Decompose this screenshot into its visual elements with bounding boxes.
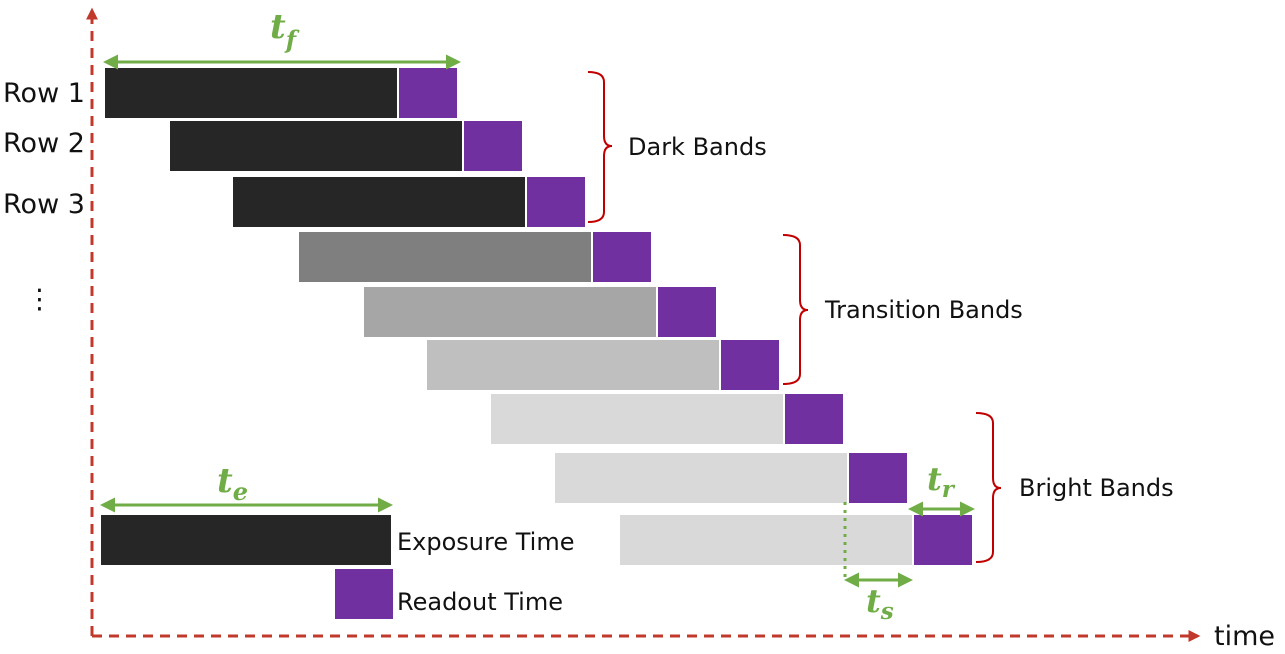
readout-block-row-6 bbox=[721, 340, 779, 390]
exposure-bar-row-2 bbox=[170, 121, 462, 171]
readout-block-row-7 bbox=[785, 394, 843, 444]
readout-block-row-3 bbox=[527, 177, 585, 227]
legend-exposure-label: Exposure Time bbox=[397, 528, 574, 556]
exposure-bar-row-1 bbox=[105, 68, 397, 118]
exposure-bar-row-3 bbox=[233, 177, 525, 227]
row-label-2: Row 2 bbox=[3, 128, 85, 159]
dark-bands-bracket bbox=[587, 71, 613, 223]
legend-readout-label: Readout Time bbox=[397, 588, 563, 616]
readout-block-row-8 bbox=[849, 453, 907, 503]
bright-bands-bracket bbox=[975, 412, 1002, 563]
transition-bands-label: Transition Bands bbox=[824, 296, 1023, 324]
dark-bands-label: Dark Bands bbox=[628, 133, 767, 161]
row-bars bbox=[105, 68, 972, 565]
x-axis-label: time bbox=[1214, 621, 1275, 652]
row-label-3: Row 3 bbox=[3, 189, 85, 220]
readout-block-row-2 bbox=[464, 121, 522, 171]
exposure-bar-row-5 bbox=[364, 287, 656, 337]
exposure-bar-row-9 bbox=[620, 515, 912, 565]
bright-bands-label: Bright Bands bbox=[1019, 474, 1174, 502]
transition-bands-bracket bbox=[782, 234, 809, 385]
readout-block-row-1 bbox=[399, 68, 457, 118]
readout-block-row-5 bbox=[658, 287, 716, 337]
readout-block-row-9 bbox=[914, 515, 972, 565]
readout-block-row-4 bbox=[593, 232, 651, 282]
legend-readout-swatch bbox=[335, 569, 393, 619]
ts-symbol: ts bbox=[866, 582, 894, 625]
te-symbol: te bbox=[217, 461, 248, 506]
tf-symbol: tf bbox=[270, 7, 300, 54]
exposure-bar-row-7 bbox=[491, 394, 783, 444]
legend-exposure-swatch bbox=[101, 515, 391, 565]
exposure-bar-row-4 bbox=[299, 232, 591, 282]
row-label-1: Row 1 bbox=[3, 78, 85, 109]
exposure-bar-row-8 bbox=[555, 453, 847, 503]
exposure-bar-row-6 bbox=[427, 340, 719, 390]
tr-symbol: tr bbox=[927, 460, 956, 503]
row-continuation-dots: ⋮ bbox=[26, 284, 53, 315]
